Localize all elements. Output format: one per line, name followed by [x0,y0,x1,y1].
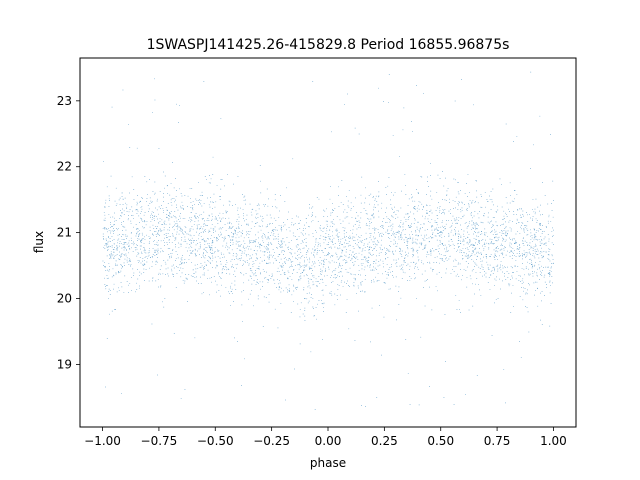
x-tick-label: −0.75 [141,434,178,448]
x-tick-label: −0.50 [197,434,234,448]
x-tick-label: −1.00 [84,434,121,448]
x-tick-label: −0.25 [253,434,290,448]
x-tick-label: 1.00 [540,434,567,448]
x-axis-title: phase [310,456,346,470]
x-axis: −1.00 −0.75 −0.50 −0.25 0.00 0.25 0.50 0.75 1.00 [84,427,567,448]
y-tick-label: 19 [57,357,72,371]
y-tick-label: 20 [57,292,72,306]
y-tick-label: 21 [57,226,72,240]
chart-title: 1SWASPJ141425.26-415829.8 Period 16855.9… [147,37,510,53]
x-tick-label: 0.00 [315,434,342,448]
y-tick-label: 22 [57,160,72,174]
y-tick-label: 23 [57,94,72,108]
data-points [102,71,554,410]
y-axis-title: flux [32,231,46,253]
x-tick-label: 0.25 [371,434,398,448]
y-axis: 19 20 21 22 23 [57,94,80,371]
x-tick-label: 0.50 [427,434,454,448]
x-tick-label: 0.75 [484,434,511,448]
scatter-points [102,71,554,410]
